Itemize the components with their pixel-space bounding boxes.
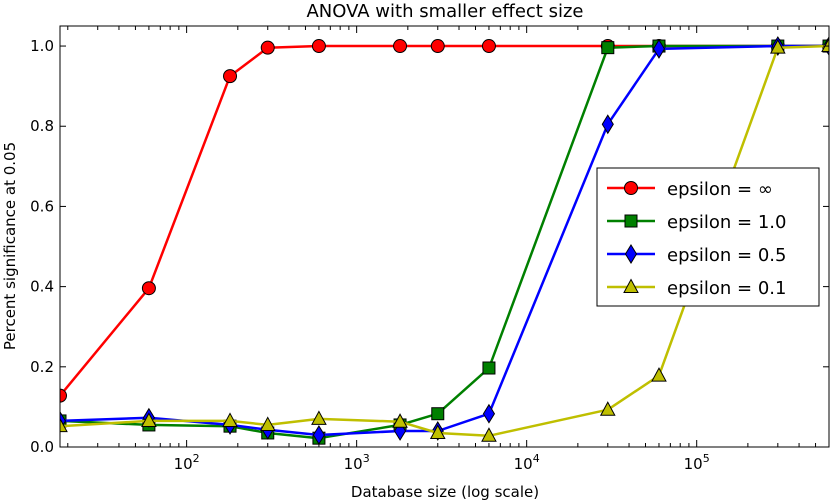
- data-point: [60, 388, 67, 403]
- y-tick-label: 0.8: [30, 117, 54, 135]
- data-point: [430, 39, 445, 54]
- series-4: [60, 37, 829, 442]
- data-point: [481, 39, 496, 54]
- legend-label: epsilon = 0.1: [667, 278, 786, 299]
- data-point: [482, 361, 496, 375]
- legend-marker: [624, 244, 638, 264]
- data-point: [601, 114, 614, 135]
- data-point: [311, 39, 326, 54]
- data-point: [60, 417, 68, 433]
- legend-label: epsilon = 0.5: [667, 245, 786, 266]
- y-tick-label: 0.0: [30, 438, 54, 456]
- chart-title: ANOVA with smaller effect size: [306, 1, 583, 22]
- series-line: [60, 44, 829, 437]
- data-point: [652, 38, 666, 59]
- data-point: [482, 403, 496, 424]
- legend-marker: [623, 278, 639, 293]
- legend-marker: [624, 214, 638, 228]
- data-point: [392, 413, 408, 428]
- y-tick-label: 0.4: [30, 278, 54, 296]
- x-tick-label: 104: [514, 452, 540, 473]
- data-point: [141, 412, 157, 427]
- data-point: [431, 407, 445, 421]
- data-point: [259, 416, 276, 431]
- x-tick-label: 102: [174, 452, 200, 473]
- data-point: [821, 37, 829, 53]
- data-point: [260, 40, 275, 55]
- series-line: [60, 44, 829, 440]
- data-point: [601, 41, 615, 55]
- data-point: [141, 281, 156, 296]
- data-point: [429, 424, 446, 439]
- y-tick-label: 1.0: [30, 37, 54, 55]
- series-line: [60, 44, 829, 438]
- data-point: [769, 39, 786, 54]
- legend-marker: [624, 181, 638, 195]
- data-point: [311, 410, 327, 425]
- x-tick-label: 103: [344, 452, 370, 473]
- plot-area: 0.0 0.2 0.4 0.6 0.8 1.0 102 103 104 105: [30, 25, 830, 473]
- data-point: [651, 367, 667, 382]
- legend-label: epsilon = 1.0: [667, 212, 786, 233]
- y-tick-label: 0.6: [30, 197, 54, 215]
- x-tick-label: 105: [684, 452, 710, 473]
- x-axis-label: Database size (log scale): [351, 483, 539, 500]
- data-point: [393, 39, 408, 54]
- legend-label: epsilon = ∞: [667, 179, 773, 200]
- data-point: [481, 427, 497, 442]
- legend: epsilon = ∞ epsilon = 1.0 epsilon = 0.5 eps…: [596, 167, 820, 307]
- y-tick-label: 0.2: [30, 358, 54, 376]
- axes-frame: [59, 25, 830, 448]
- y-axis-label: Percent significance at 0.05: [1, 142, 19, 350]
- data-point: [223, 69, 238, 84]
- data-point: [599, 401, 616, 416]
- data-point: [222, 412, 238, 427]
